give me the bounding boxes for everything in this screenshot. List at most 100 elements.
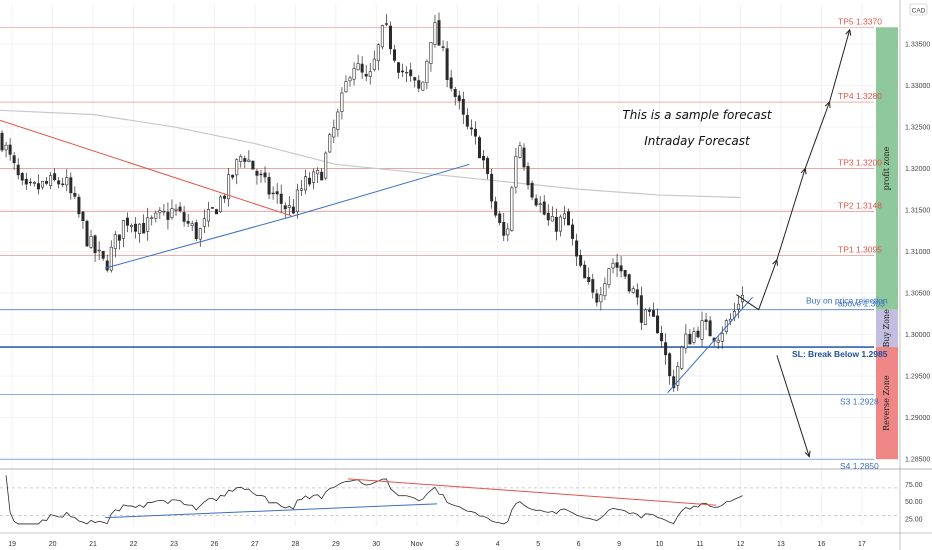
rsi-tick-1: 50.00 [905, 499, 923, 506]
candle-body-116 [469, 127, 473, 130]
ma-line [0, 109, 741, 199]
level-label-6: SL: Break Below 1.2985 [792, 349, 888, 359]
candle-body-45 [182, 212, 186, 222]
candle-body-5 [20, 173, 24, 181]
candle-body-47 [190, 223, 194, 226]
candle-body-114 [461, 99, 465, 115]
zone-band-1 [876, 309, 898, 348]
candle-body-134 [542, 201, 546, 215]
candle-body-61 [247, 159, 251, 162]
candle-body-132 [534, 198, 538, 206]
candle-body-145 [587, 276, 591, 282]
candle-body-29 [117, 234, 121, 241]
candle-body-48 [194, 222, 198, 240]
candle-body-7 [28, 181, 32, 184]
candle-body-105 [425, 61, 429, 84]
x-tick-12: 4 [496, 541, 500, 548]
candle-body-167 [676, 366, 680, 386]
x-tick-15: 9 [617, 541, 621, 548]
candle-body-51 [206, 209, 210, 222]
candle-body-17 [69, 177, 73, 194]
annotation-intraday-forecast: Intraday Forecast [644, 134, 751, 148]
candle-body-107 [433, 22, 437, 45]
candle-body-137 [554, 216, 558, 232]
candle-body-58 [235, 159, 239, 176]
candle-body-65 [263, 172, 267, 178]
candle-body-123 [498, 213, 502, 223]
candle-body-109 [441, 46, 445, 48]
candle-body-20 [81, 211, 85, 222]
candle-body-74 [299, 188, 303, 191]
candle-body-119 [482, 156, 486, 161]
candle-body-23 [93, 235, 97, 254]
candle-body-121 [490, 173, 494, 202]
candle-body-42 [170, 208, 174, 219]
candle-body-46 [186, 221, 190, 224]
candle-body-140 [567, 211, 571, 226]
candle-body-141 [571, 224, 575, 239]
candle-body-0 [0, 132, 4, 151]
candle-body-3 [12, 155, 16, 164]
rsi-pane: 75.00 50.00 25.00 [0, 475, 923, 525]
level-label-4: TP1 1.3095 [838, 245, 882, 255]
y-tick-4: 1.31500 [905, 207, 930, 214]
candle-body-150 [607, 268, 611, 286]
level-label-8: S4 1.2850 [840, 461, 879, 471]
candle-body-36 [146, 217, 150, 232]
candle-body-100 [405, 71, 409, 74]
candle-body-163 [660, 333, 664, 342]
candle-body-110 [445, 48, 449, 80]
candle-body-127 [514, 156, 518, 188]
y-tick-0: 1.33500 [905, 41, 930, 48]
candle-body-122 [494, 201, 498, 216]
candle-body-26 [105, 260, 109, 271]
candle-body-162 [656, 315, 660, 334]
y-tick-9: 1.29000 [905, 415, 930, 422]
candle-body-111 [449, 77, 453, 89]
candle-body-6 [24, 178, 28, 185]
candle-body-154 [623, 270, 627, 277]
candle-body-178 [720, 333, 724, 342]
zone-label-2: Reverse Zone [882, 375, 891, 431]
candle-body-81 [328, 134, 332, 153]
candle-body-165 [668, 353, 672, 377]
candle-body-25 [101, 250, 105, 259]
candle-body-14 [57, 180, 61, 185]
candle-body-171 [692, 331, 696, 343]
candle-body-98 [397, 62, 401, 73]
candle-body-99 [401, 70, 405, 73]
candle-body-82 [332, 127, 336, 138]
candle-body-131 [530, 182, 534, 198]
candle-body-113 [457, 95, 461, 102]
candle-body-172 [696, 330, 700, 338]
candle-body-173 [700, 320, 704, 340]
candle-body-15 [61, 183, 65, 185]
candle-body-1 [4, 144, 8, 151]
candle-body-93 [376, 44, 380, 62]
candle-body-135 [546, 212, 550, 221]
candle-body-69 [279, 193, 283, 204]
forecast-arrow-0-seg-1 [758, 259, 778, 310]
candle-body-129 [522, 147, 526, 168]
x-tick-18: 12 [737, 541, 745, 548]
candle-body-120 [486, 158, 490, 174]
x-tick-7: 28 [291, 541, 299, 548]
forecast-arrow-0-seg-2 [776, 168, 806, 260]
candle-body-177 [716, 339, 720, 343]
rsi-divergence-0 [347, 478, 717, 506]
x-tick-3: 22 [130, 541, 138, 548]
candle-body-102 [413, 77, 417, 81]
candle-body-155 [627, 274, 631, 292]
candle-body-53 [214, 209, 218, 215]
forecast-arrows [736, 28, 852, 458]
candle-body-49 [198, 228, 202, 240]
candle-body-138 [558, 216, 562, 232]
currency-badge-label: CAD [912, 8, 926, 15]
moving-average [0, 109, 741, 199]
candle-body-38 [154, 212, 158, 219]
candle-body-130 [526, 166, 530, 186]
candle-body-143 [579, 255, 583, 266]
level-label-2: TP3 1.3200 [838, 157, 882, 167]
candle-body-34 [138, 223, 142, 235]
